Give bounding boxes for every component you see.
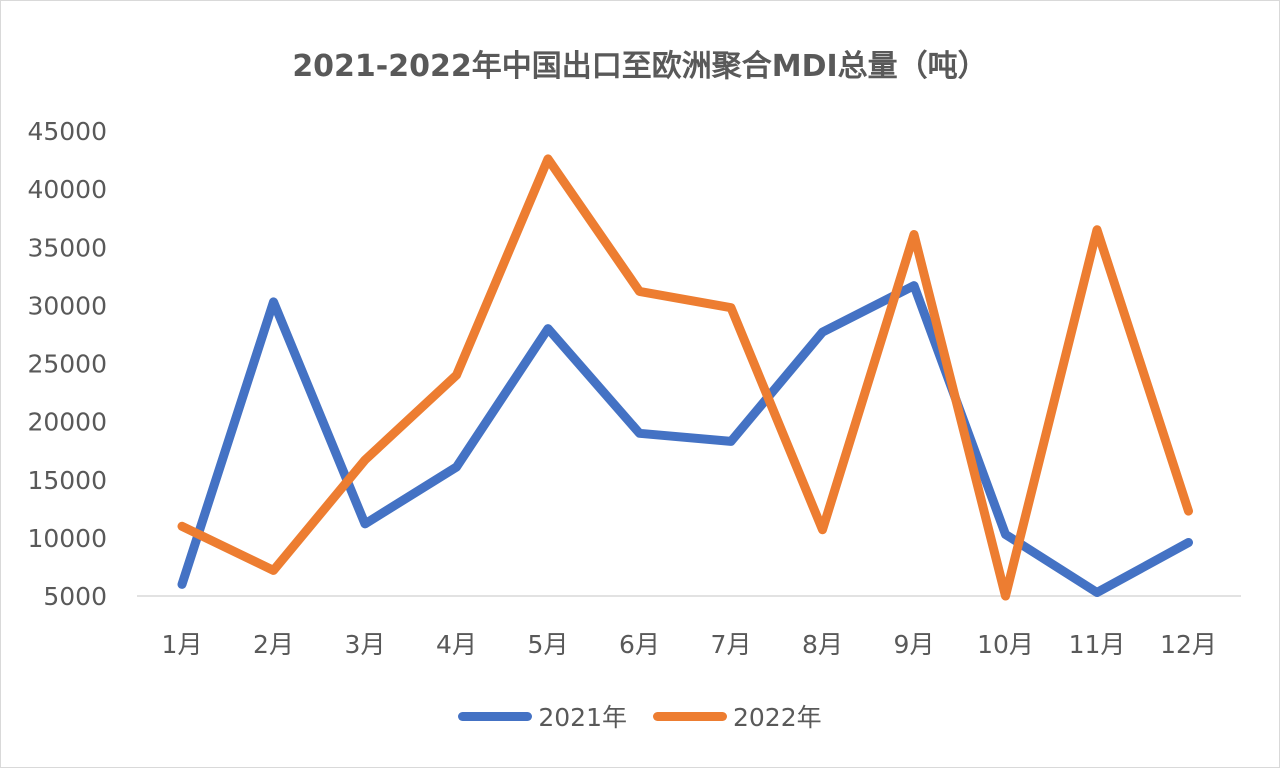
- y-tick-label: 5000: [43, 582, 107, 611]
- legend-swatch-2021: [458, 711, 533, 721]
- x-tick-label: 4月: [436, 630, 477, 659]
- series-line-1: [177, 154, 1193, 601]
- legend: 2021年 2022年: [1, 698, 1279, 734]
- y-tick-label: 15000: [27, 466, 107, 495]
- legend-item-2022: 2022年: [653, 698, 822, 734]
- legend-item-2021: 2021年: [458, 698, 627, 734]
- x-tick-label: 7月: [711, 630, 752, 659]
- legend-label-2022: 2022年: [733, 703, 822, 732]
- y-tick-label: 10000: [27, 524, 107, 553]
- x-tick-label: 12月: [1160, 630, 1217, 659]
- legend-label-2021: 2021年: [538, 703, 627, 732]
- y-tick-label: 25000: [27, 350, 107, 379]
- y-tick-label: 20000: [27, 408, 107, 437]
- series-line-0: [177, 281, 1193, 597]
- x-tick-label: 6月: [619, 630, 660, 659]
- x-tick-label: 2月: [253, 630, 294, 659]
- x-tick-label: 5月: [528, 630, 569, 659]
- legend-swatch-2022: [653, 711, 727, 721]
- x-tick-label: 8月: [802, 630, 843, 659]
- y-tick-label: 30000: [27, 291, 107, 320]
- chart-title: 2021-2022年中国出口至欧洲聚合MDI总量（吨）: [292, 49, 988, 84]
- x-tick-label: 3月: [345, 630, 386, 659]
- x-tick-label: 11月: [1069, 630, 1126, 659]
- x-tick-label: 9月: [894, 630, 935, 659]
- y-tick-label: 45000: [27, 117, 107, 146]
- axis-layer: 5000 10000 15000 20000 25000 30000 35000 40000 4…: [27, 117, 1241, 659]
- y-tick-label: 40000: [27, 175, 107, 204]
- series-layer: [177, 154, 1193, 601]
- x-tick-label: 10月: [977, 630, 1034, 659]
- x-tick-label: 1月: [162, 630, 203, 659]
- y-tick-label: 35000: [27, 233, 107, 262]
